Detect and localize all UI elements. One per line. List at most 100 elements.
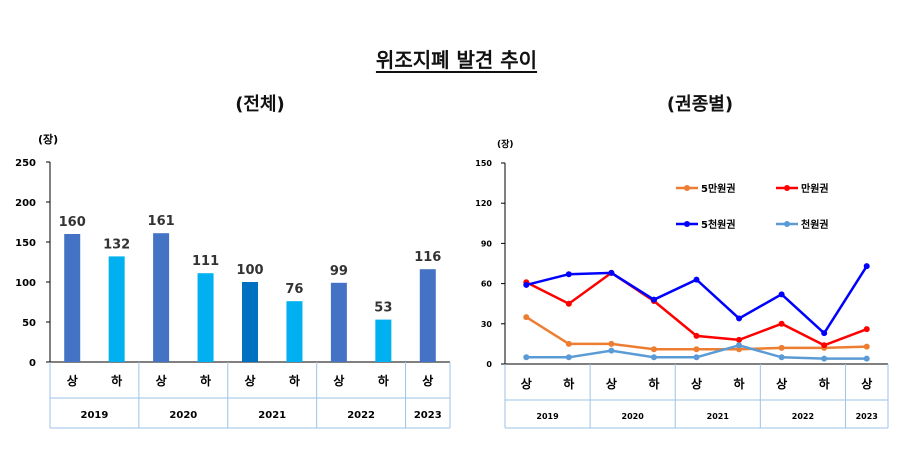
data-label: 132 [103,237,130,252]
year-label: 2022 [792,412,814,421]
x-tick-label: 상 [776,376,787,391]
year-label: 2023 [414,410,442,421]
data-point [650,296,657,303]
data-label: 100 [236,263,263,278]
y-axis-label: (장) [497,138,514,150]
page-title: 위조지폐 발견 추이 [375,48,538,72]
year-label: 2021 [707,412,730,421]
bar [197,273,214,362]
data-point [821,355,828,362]
y-tick-label: 150 [475,159,492,168]
data-point [523,314,530,321]
x-tick-label: 하 [563,376,574,391]
legend-marker [784,185,790,191]
x-tick-label: 상 [861,376,872,391]
legend-marker [684,221,690,227]
legend-label: 5천원권 [701,218,736,231]
year-label: 2020 [169,410,197,421]
y-tick-label: 30 [481,320,493,329]
data-point [608,269,615,276]
bar [108,256,125,362]
series-line [525,265,868,336]
legend-marker [684,185,690,191]
x-tick-label: 하 [378,373,389,388]
x-tick-label: 상 [606,376,617,391]
left-chart-subtitle: (전체) [235,94,285,115]
y-tick-label: 200 [15,198,36,209]
data-point [693,354,700,361]
x-tick-label: 상 [422,373,433,388]
x-tick-label: 상 [521,376,532,391]
data-point [565,340,572,347]
data-point [565,271,572,278]
data-point [565,300,572,307]
y-tick-label: 60 [481,280,493,289]
data-point [736,336,743,343]
data-point [821,330,828,337]
data-point [523,354,530,361]
bar [64,234,81,362]
bar [242,282,258,362]
data-point [778,320,785,327]
legend-label: 5만원권 [701,182,736,195]
data-point [863,263,870,270]
data-point [565,354,572,361]
x-tick-label: 상 [333,373,344,388]
year-label: 2022 [347,410,375,421]
year-label: 2020 [622,412,645,421]
data-point [863,326,870,333]
y-axis-label: (장) [38,132,58,146]
y-tick-label: 120 [475,199,492,208]
legend-label: 천원권 [801,218,829,231]
data-point [778,291,785,298]
x-tick-label: 하 [289,373,300,388]
data-label: 160 [59,215,86,230]
y-tick-label: 50 [22,318,36,329]
y-tick-label: 0 [486,360,492,369]
data-point [650,346,657,353]
x-tick-label: 상 [156,373,167,388]
data-point [608,340,615,347]
data-point [693,276,700,283]
y-tick-label: 90 [481,239,493,248]
data-label: 161 [148,214,175,229]
right-chart-subtitle: (권종별) [666,94,734,115]
bar [286,301,303,362]
data-label: 116 [414,250,441,265]
x-tick-label: 하 [648,376,659,391]
data-point [523,281,530,288]
year-label: 2021 [258,410,286,421]
x-tick-label: 하 [111,373,122,388]
x-tick-label: 하 [734,376,745,391]
bar [375,319,392,362]
bar [330,282,347,362]
bar [153,233,170,362]
data-point [778,344,785,351]
data-label: 99 [330,264,348,279]
bar [419,269,436,362]
year-label: 2023 [856,412,878,421]
x-tick-label: 상 [691,376,702,391]
x-tick-label: 상 [67,373,78,388]
x-tick-label: 하 [200,373,211,388]
data-label: 76 [285,282,303,297]
legend-label: 만원권 [801,182,829,195]
data-point [650,354,657,361]
data-point [608,347,615,354]
data-point [778,354,785,361]
y-tick-label: 0 [29,358,36,369]
data-point [821,342,828,349]
data-label: 111 [192,254,219,269]
legend-marker [784,221,790,227]
y-tick-label: 100 [15,278,36,289]
data-point [863,355,870,362]
data-point [736,315,743,322]
y-tick-label: 150 [15,238,36,249]
data-point [693,332,700,339]
data-point [736,342,743,349]
data-point [693,346,700,353]
y-tick-label: 250 [15,158,36,169]
data-label: 53 [374,301,392,316]
